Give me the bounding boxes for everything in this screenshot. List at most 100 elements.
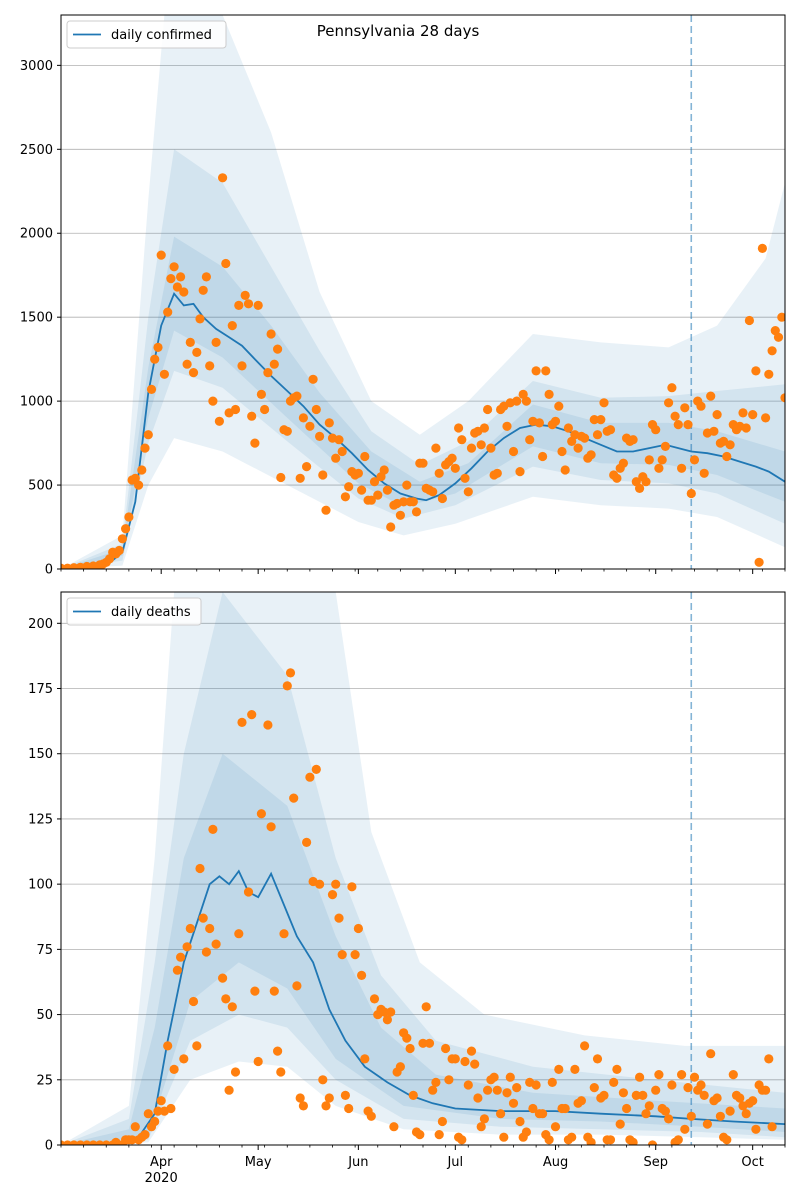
data-point bbox=[761, 413, 771, 423]
data-point bbox=[117, 534, 127, 544]
data-point bbox=[761, 1085, 771, 1095]
data-point bbox=[722, 451, 732, 462]
data-point bbox=[538, 451, 548, 462]
data-point bbox=[615, 1119, 625, 1129]
confirmed-grid bbox=[61, 64, 785, 570]
data-point bbox=[327, 890, 338, 900]
deaths-bands bbox=[61, 592, 785, 1145]
data-point bbox=[699, 1090, 709, 1100]
data-point bbox=[544, 389, 554, 399]
data-point bbox=[311, 764, 321, 775]
data-point bbox=[644, 455, 654, 465]
deaths-median-line bbox=[61, 869, 785, 1145]
data-point bbox=[431, 1077, 441, 1087]
data-point bbox=[554, 1064, 564, 1074]
data-point bbox=[230, 404, 241, 415]
data-point bbox=[424, 1038, 435, 1048]
data-point bbox=[418, 1038, 428, 1048]
data-point bbox=[780, 393, 785, 403]
data-point bbox=[612, 1064, 622, 1074]
data-point bbox=[308, 374, 318, 384]
band-inner bbox=[61, 753, 785, 1145]
data-point bbox=[664, 1114, 674, 1124]
data-point bbox=[476, 1122, 486, 1132]
data-point bbox=[302, 462, 312, 472]
data-point bbox=[353, 923, 363, 934]
data-point bbox=[534, 418, 545, 428]
data-point bbox=[253, 1056, 263, 1067]
data-point bbox=[680, 403, 690, 413]
data-point bbox=[483, 1085, 493, 1095]
data-point bbox=[269, 359, 279, 369]
data-point bbox=[489, 1072, 499, 1082]
data-point bbox=[237, 361, 247, 371]
data-point bbox=[411, 507, 422, 517]
x-tick-label: Jul bbox=[446, 1155, 463, 1170]
data-point bbox=[580, 433, 590, 443]
data-point bbox=[673, 420, 683, 430]
data-point bbox=[589, 1083, 599, 1093]
data-point bbox=[289, 793, 299, 803]
data-point bbox=[402, 480, 412, 490]
data-point bbox=[470, 1059, 480, 1069]
data-point bbox=[208, 824, 218, 835]
data-point bbox=[182, 942, 192, 952]
band-outer bbox=[61, 592, 785, 1145]
deaths-legend: daily deaths bbox=[66, 597, 202, 626]
data-point bbox=[408, 497, 418, 507]
data-point bbox=[318, 1075, 328, 1085]
data-point bbox=[670, 411, 680, 421]
data-point bbox=[508, 1098, 519, 1108]
y-tick-label: 0 bbox=[45, 1139, 53, 1154]
data-point bbox=[198, 285, 208, 295]
data-point bbox=[292, 981, 302, 991]
x-tick-label: May bbox=[245, 1155, 272, 1170]
data-point bbox=[405, 1043, 415, 1054]
data-point bbox=[224, 1085, 234, 1095]
data-point bbox=[547, 1077, 557, 1087]
data-point bbox=[505, 1072, 515, 1082]
data-point bbox=[285, 668, 296, 678]
band-inner bbox=[61, 236, 785, 569]
data-point bbox=[337, 950, 347, 960]
data-point bbox=[728, 1070, 738, 1080]
band-middle bbox=[61, 149, 785, 569]
data-point bbox=[573, 443, 583, 453]
data-point bbox=[201, 272, 211, 282]
data-point bbox=[130, 473, 140, 483]
data-point bbox=[628, 435, 638, 445]
data-point bbox=[735, 1093, 745, 1103]
data-point bbox=[576, 1096, 587, 1106]
data-point bbox=[777, 312, 785, 322]
data-point bbox=[560, 465, 570, 475]
data-point bbox=[353, 468, 363, 478]
data-point bbox=[557, 446, 567, 457]
data-point bbox=[706, 1049, 716, 1059]
data-point bbox=[218, 973, 228, 983]
data-point bbox=[163, 1041, 173, 1051]
data-point bbox=[318, 470, 328, 480]
data-point bbox=[560, 1103, 570, 1114]
data-point bbox=[260, 404, 270, 415]
data-point bbox=[192, 1041, 202, 1051]
data-point bbox=[635, 483, 645, 493]
data-point bbox=[751, 1124, 761, 1134]
data-point bbox=[689, 455, 700, 465]
data-point bbox=[450, 1054, 460, 1064]
data-point bbox=[315, 879, 325, 889]
data-point bbox=[764, 369, 774, 379]
data-point bbox=[311, 404, 321, 415]
data-point bbox=[250, 438, 260, 448]
data-point bbox=[221, 994, 231, 1004]
data-point bbox=[712, 1093, 722, 1103]
data-point bbox=[227, 1002, 237, 1012]
data-point bbox=[172, 282, 182, 292]
data-point bbox=[660, 441, 671, 451]
data-point bbox=[447, 453, 457, 463]
data-point bbox=[176, 272, 186, 282]
data-point bbox=[298, 1101, 308, 1111]
data-point bbox=[476, 440, 486, 450]
data-point bbox=[324, 1093, 334, 1103]
data-point bbox=[276, 1067, 286, 1077]
data-point bbox=[592, 1054, 603, 1064]
